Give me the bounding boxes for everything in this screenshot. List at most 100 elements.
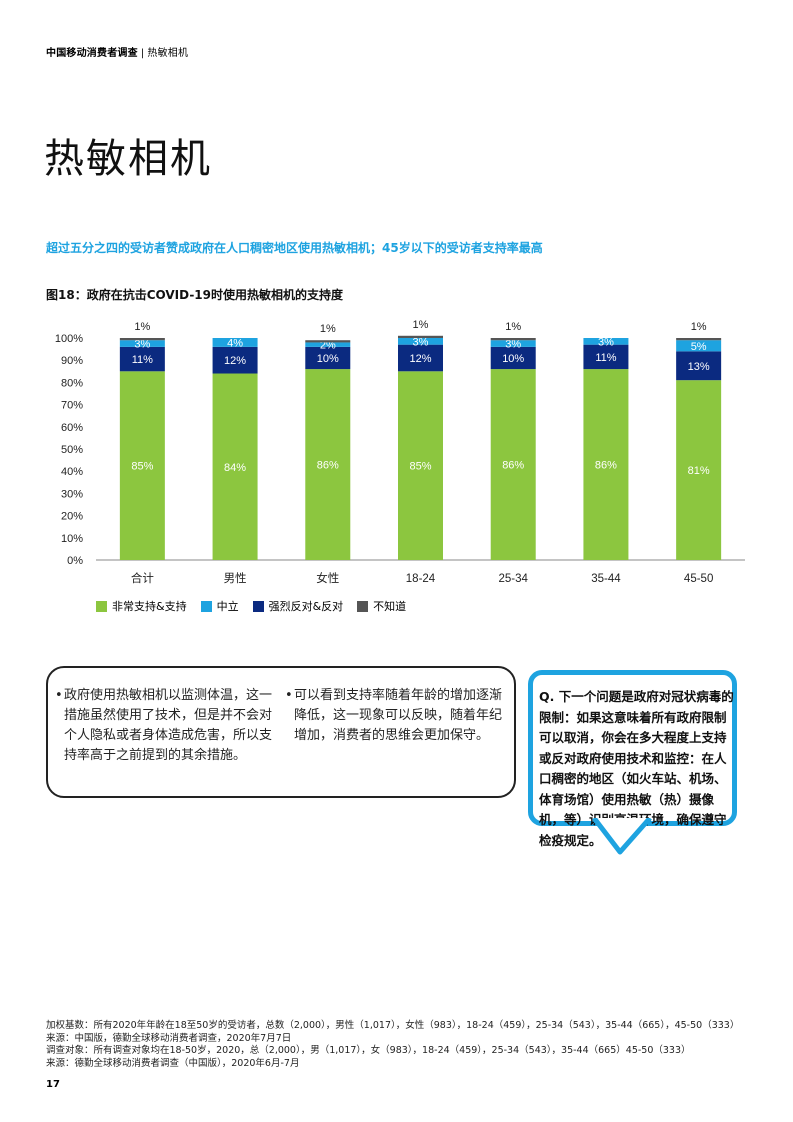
bar-segment-neutral bbox=[119, 340, 165, 347]
bar-segment-unknown bbox=[676, 338, 722, 341]
data-label-neutral: 4% bbox=[227, 337, 243, 349]
y-tick-label: 80% bbox=[61, 377, 83, 389]
bar-segment-support bbox=[676, 380, 722, 560]
data-label-oppose: 10% bbox=[502, 353, 524, 365]
y-tick-label: 70% bbox=[61, 400, 83, 412]
data-label-oppose: 11% bbox=[132, 354, 153, 366]
data-label-oppose: 12% bbox=[409, 353, 431, 365]
data-label-neutral: 3% bbox=[413, 336, 429, 348]
bar-segment-oppose bbox=[119, 346, 165, 372]
bar-segment-support bbox=[583, 369, 629, 560]
report-name: 中国移动消费者调查 bbox=[46, 48, 138, 59]
legend-label-neutral: 中立 bbox=[216, 600, 239, 613]
question-bubble: Q. 下一个问题是政府对冠状病毒的限制：如果这意味着所有政府限制可以取消，你会在… bbox=[528, 670, 737, 848]
bullet-1: • bbox=[55, 688, 63, 703]
legend-label-support: 非常支持&支持 bbox=[112, 600, 187, 613]
y-tick-label: 20% bbox=[61, 511, 83, 523]
page-title: 热敏相机 bbox=[44, 136, 212, 182]
bar-segment-oppose bbox=[305, 346, 351, 370]
bar-segment-neutral bbox=[583, 338, 629, 345]
legend-item-support: 非常支持&支持 bbox=[96, 598, 187, 614]
commentary-col-1: • 政府使用热敏相机以监测体温，这一措施虽然使用了技术，但是并不会对个人隐私或者… bbox=[55, 686, 273, 766]
data-label-support: 85% bbox=[409, 461, 431, 473]
x-tick-label: 45-50 bbox=[684, 573, 713, 585]
header-separator: | bbox=[140, 48, 145, 59]
data-label-oppose: 13% bbox=[688, 361, 710, 373]
commentary-text-1: 政府使用热敏相机以监测体温，这一措施虽然使用了技术，但是并不会对个人隐私或者身体… bbox=[64, 688, 273, 763]
data-label-unknown: 1% bbox=[505, 321, 521, 333]
y-tick-label: 30% bbox=[61, 488, 83, 500]
y-tick-label: 40% bbox=[61, 466, 83, 478]
section-name: 热敏相机 bbox=[147, 48, 189, 59]
footnote-line-3: 来源：德勤全球移动消费者调查（中国版），2020年6月-7月 bbox=[46, 1057, 300, 1069]
data-label-oppose: 10% bbox=[317, 353, 339, 365]
data-label-neutral: 3% bbox=[134, 339, 150, 351]
commentary-box: • 政府使用热敏相机以监测体温，这一措施虽然使用了技术，但是并不会对个人隐私或者… bbox=[46, 666, 516, 798]
bar-segment-neutral bbox=[212, 338, 258, 347]
bar-segment-neutral bbox=[676, 340, 722, 352]
bar-segment-neutral bbox=[398, 338, 443, 345]
legend-item-neutral: 中立 bbox=[200, 598, 239, 614]
data-label-unknown: 1% bbox=[320, 323, 336, 335]
data-label-unknown: 1% bbox=[134, 321, 150, 333]
legend-swatch-support bbox=[96, 600, 107, 612]
footnote: 加权基数：所有2020年年龄在18至50岁的受访者，总数（2,000），男性（1… bbox=[46, 1020, 746, 1070]
bar-segment-support bbox=[212, 373, 258, 560]
bullet-2: • bbox=[285, 688, 293, 703]
commentary-col-2: • 可以看到支持率随着年龄的增加逐渐降低，这一现象可以反映，随着年纪增加，消费者… bbox=[285, 686, 504, 746]
figure-title: 图18：政府在抗击COVID-19时使用热敏相机的支持度 bbox=[46, 288, 344, 302]
bar-segment-unknown bbox=[490, 338, 536, 341]
chart-legend: 非常支持&支持 中立 强烈反对&反对 不知道 bbox=[96, 598, 406, 614]
bar-segment-unknown bbox=[305, 340, 351, 343]
headline: 超过五分之四的受访者赞成政府在人口稠密地区使用热敏相机；45岁以下的受访者支持率… bbox=[46, 241, 543, 255]
data-label-neutral: 5% bbox=[691, 341, 707, 353]
y-tick-label: 0% bbox=[67, 555, 83, 567]
data-label-neutral: 2% bbox=[320, 340, 336, 352]
bar-segment-unknown bbox=[398, 335, 443, 338]
bar-segment-support bbox=[398, 371, 443, 560]
speech-bubble-tail-icon bbox=[592, 818, 652, 855]
bar-segment-oppose bbox=[676, 351, 722, 381]
y-tick-label: 100% bbox=[55, 333, 83, 345]
footnote-line-2: 调查对象：所有调查对象均在18-50岁，2020，总（2,000），男（1,01… bbox=[46, 1045, 691, 1056]
bar-segment-unknown bbox=[119, 338, 165, 341]
y-tick-label: 90% bbox=[61, 355, 83, 367]
bar-segment-oppose bbox=[212, 346, 258, 374]
data-label-oppose: 11% bbox=[595, 352, 616, 364]
page-number: 17 bbox=[46, 1079, 60, 1090]
legend-item-oppose: 强烈反对&反对 bbox=[252, 598, 344, 614]
data-label-support: 86% bbox=[595, 460, 617, 472]
data-label-oppose: 12% bbox=[224, 355, 246, 367]
bar-segment-support bbox=[305, 369, 351, 560]
x-tick-label: 35-44 bbox=[591, 573, 621, 585]
data-label-neutral: 3% bbox=[598, 336, 614, 348]
data-label-unknown: 1% bbox=[691, 321, 707, 333]
bar-segment-oppose bbox=[583, 344, 629, 370]
legend-label-oppose: 强烈反对&反对 bbox=[268, 600, 344, 613]
bar-segment-oppose bbox=[398, 344, 443, 372]
bar-segment-support bbox=[119, 371, 165, 560]
x-tick-label: 25-34 bbox=[499, 573, 529, 585]
y-tick-label: 60% bbox=[61, 422, 83, 434]
legend-swatch-unknown bbox=[357, 600, 369, 612]
data-label-neutral: 3% bbox=[505, 339, 521, 351]
bar-segment-oppose bbox=[490, 346, 536, 370]
data-label-support: 84% bbox=[224, 462, 246, 474]
commentary-text-2: 可以看到支持率随着年龄的增加逐渐降低，这一现象可以反映，随着年纪增加，消费者的思… bbox=[294, 688, 503, 743]
x-tick-label: 18-24 bbox=[406, 573, 436, 585]
legend-label-unknown: 不知道 bbox=[373, 600, 407, 613]
data-label-support: 81% bbox=[688, 465, 710, 477]
stacked-bar-chart: 0% 10% 20% 30% 40% 50% 60% 70% 80% 90% 100% 85% 11% 3… bbox=[55, 319, 745, 585]
running-header: 中国移动消费者调查 | 热敏相机 bbox=[46, 44, 188, 59]
x-tick-label: 女性 bbox=[316, 571, 339, 585]
data-label-support: 86% bbox=[317, 460, 339, 472]
y-tick-label: 10% bbox=[61, 533, 83, 545]
data-label-support: 85% bbox=[131, 461, 153, 473]
x-tick-label: 合计 bbox=[131, 571, 154, 585]
x-tick-label: 男性 bbox=[224, 571, 247, 585]
bar-segment-support bbox=[490, 369, 536, 560]
data-label-unknown: 1% bbox=[413, 319, 429, 331]
legend-item-unknown: 不知道 bbox=[357, 598, 406, 614]
data-label-support: 86% bbox=[502, 460, 524, 472]
y-tick-label: 50% bbox=[61, 444, 83, 456]
